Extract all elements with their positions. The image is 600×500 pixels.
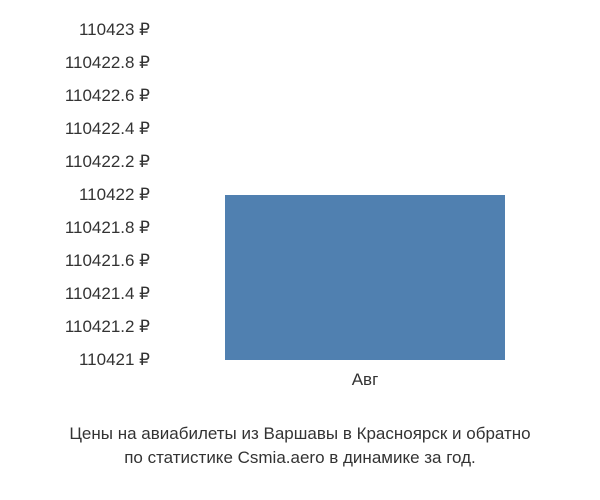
plot-area: Авг [165, 30, 565, 360]
chart-container: 110423 ₽ 110422.8 ₽ 110422.6 ₽ 110422.4 … [20, 30, 580, 390]
caption-line: по статистике Csmia.aero в динамике за г… [0, 446, 600, 470]
y-axis-label: 110422.6 ₽ [65, 86, 150, 106]
y-axis-label: 110421 ₽ [79, 350, 150, 370]
y-axis-label: 110421.8 ₽ [65, 218, 150, 238]
y-axis-label: 110423 ₽ [79, 20, 150, 40]
x-axis-label: Авг [225, 370, 505, 390]
caption-line: Цены на авиабилеты из Варшавы в Краснояр… [0, 422, 600, 446]
y-axis-label: 110421.6 ₽ [65, 251, 150, 271]
y-axis-label: 110421.4 ₽ [65, 284, 150, 304]
y-axis-label: 110422.8 ₽ [65, 53, 150, 73]
y-axis-label: 110422 ₽ [79, 185, 150, 205]
y-axis-label: 110421.2 ₽ [65, 317, 150, 337]
bar [225, 195, 505, 360]
chart-caption: Цены на авиабилеты из Варшавы в Краснояр… [0, 422, 600, 470]
y-axis: 110423 ₽ 110422.8 ₽ 110422.6 ₽ 110422.4 … [20, 30, 150, 360]
y-axis-label: 110422.4 ₽ [65, 119, 150, 139]
y-axis-label: 110422.2 ₽ [65, 152, 150, 172]
